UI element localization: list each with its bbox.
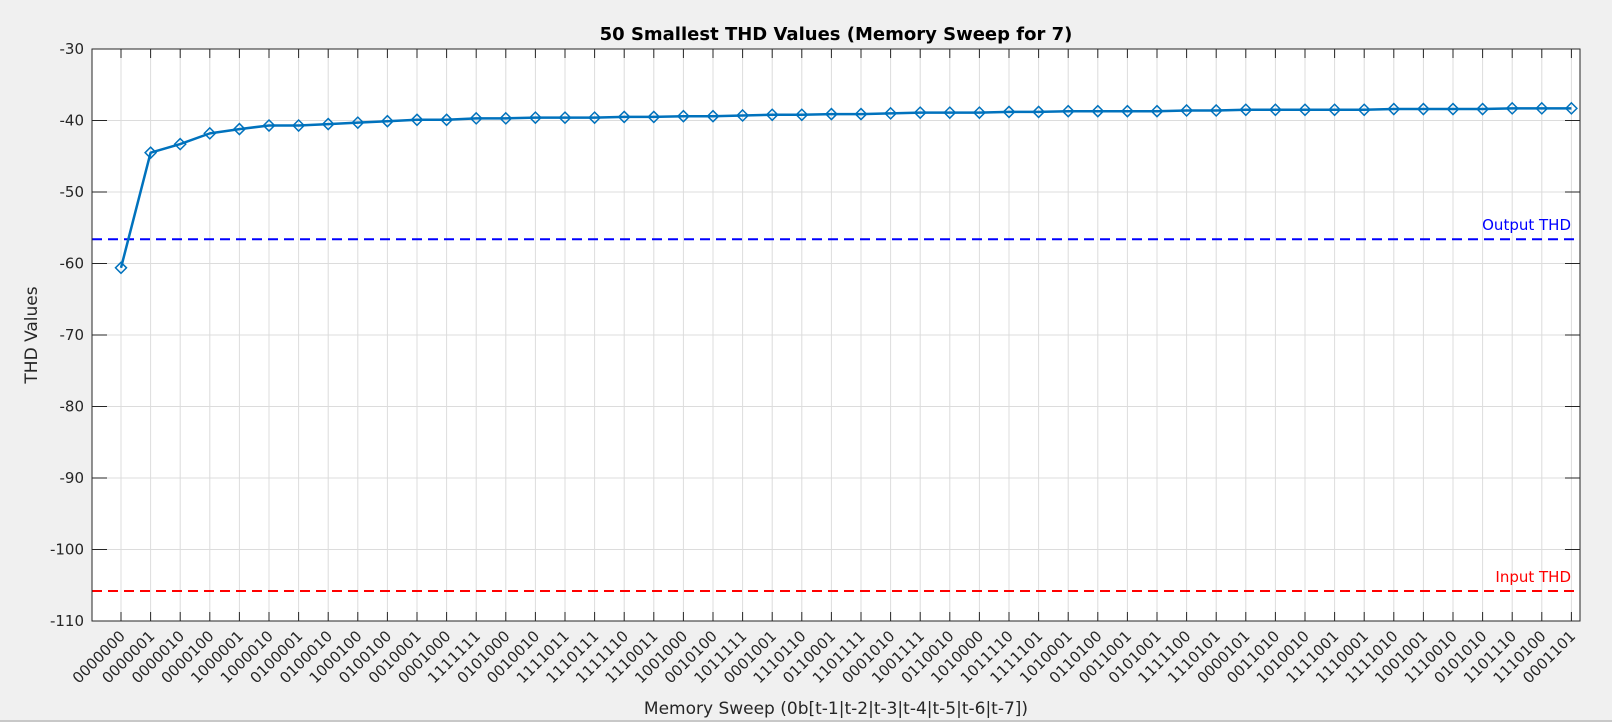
data-point bbox=[1209, 103, 1223, 118]
data-point bbox=[1446, 102, 1460, 116]
y-tick-label: -30 bbox=[60, 40, 85, 58]
data-point bbox=[1535, 101, 1549, 115]
chart-title: 50 Smallest THD Values (Memory Sweep for… bbox=[600, 24, 1073, 45]
data-point bbox=[1239, 103, 1253, 117]
data-point bbox=[144, 146, 158, 160]
data-point bbox=[351, 116, 365, 130]
data-point bbox=[1387, 102, 1401, 116]
data-point bbox=[380, 114, 394, 128]
data-point bbox=[321, 117, 335, 131]
data-point bbox=[1416, 102, 1430, 116]
reference-line-label: Output THD bbox=[1482, 216, 1571, 234]
y-tick-label: -40 bbox=[60, 112, 85, 130]
data-point bbox=[795, 108, 809, 122]
data-point bbox=[1268, 103, 1282, 117]
y-tick-label: -100 bbox=[50, 541, 84, 559]
data-series bbox=[114, 101, 1578, 275]
y-tick-label: -90 bbox=[60, 469, 85, 487]
x-tick-labels: 0000000000000100000100000100100000110000… bbox=[69, 627, 1579, 687]
data-point bbox=[292, 118, 306, 133]
data-point bbox=[528, 111, 542, 125]
data-point bbox=[1091, 104, 1105, 118]
data-point bbox=[854, 107, 868, 121]
data-point bbox=[1328, 103, 1342, 117]
y-tick-label: -70 bbox=[60, 326, 85, 344]
data-point bbox=[913, 106, 927, 120]
y-axis-label: THD Values bbox=[22, 286, 42, 384]
data-point bbox=[262, 118, 276, 133]
data-point bbox=[1476, 102, 1490, 116]
data-point bbox=[558, 111, 572, 125]
data-point bbox=[706, 109, 720, 123]
y-tick-label: -110 bbox=[50, 612, 84, 630]
data-point bbox=[1357, 103, 1371, 117]
y-tick-label: -50 bbox=[60, 183, 85, 201]
data-point bbox=[943, 106, 957, 120]
data-point bbox=[410, 113, 424, 127]
axis-ticks bbox=[92, 48, 1580, 622]
data-point bbox=[765, 108, 779, 122]
y-tick-label: -80 bbox=[60, 398, 85, 416]
data-point bbox=[1564, 101, 1578, 115]
data-point bbox=[114, 261, 128, 275]
data-point bbox=[499, 111, 513, 125]
data-point bbox=[1298, 103, 1312, 117]
data-point bbox=[647, 110, 661, 124]
data-point bbox=[1150, 104, 1164, 118]
data-point bbox=[1061, 104, 1075, 118]
data-point bbox=[1002, 105, 1016, 119]
data-point bbox=[1180, 103, 1194, 118]
data-point bbox=[1505, 101, 1519, 115]
data-point bbox=[440, 113, 454, 127]
data-point bbox=[824, 107, 838, 121]
reference-lines: Output THD Input THD bbox=[92, 216, 1580, 592]
data-point bbox=[588, 111, 602, 125]
reference-line-label: Input THD bbox=[1495, 568, 1571, 586]
data-point bbox=[1120, 104, 1134, 118]
data-point bbox=[736, 108, 750, 123]
data-point bbox=[617, 110, 631, 124]
y-tick-label: -60 bbox=[60, 255, 85, 273]
data-point bbox=[884, 106, 898, 120]
data-point bbox=[203, 126, 217, 140]
data-point bbox=[469, 111, 483, 125]
data-point bbox=[1032, 105, 1046, 119]
x-axis-label: Memory Sweep (0b[t-1|t-2|t-3|t-4|t-5|t-6… bbox=[644, 699, 1028, 719]
data-point bbox=[676, 109, 690, 123]
data-point bbox=[972, 106, 986, 120]
data-point bbox=[173, 137, 187, 151]
data-point bbox=[232, 122, 246, 136]
y-tick-labels: -30 -40 -50 -60 -70 -80 -90 -100 -110 bbox=[50, 40, 84, 630]
